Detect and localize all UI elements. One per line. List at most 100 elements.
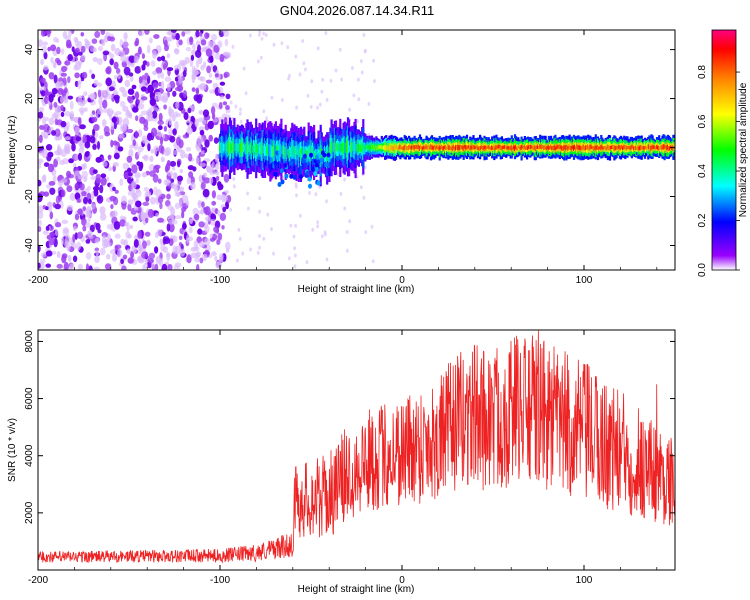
heatmap-cell: [38, 134, 43, 144]
heatmap-cell: [193, 94, 200, 102]
colorbar-tick-label: 0.6: [697, 114, 708, 128]
heatmap-cell: [257, 59, 260, 64]
heatmap-cell: [157, 72, 161, 79]
heatmap-cell: [127, 96, 134, 104]
heatmap-cell: [316, 46, 320, 51]
heatmap-cell: [211, 190, 216, 199]
heatmap-cell: [113, 221, 121, 230]
heatmap-cell: [66, 39, 72, 47]
heatmap-cell: [108, 86, 115, 92]
heatmap-cell: [292, 174, 297, 180]
heatmap-cell: [158, 112, 163, 122]
heatmap-cell: [60, 120, 67, 128]
heatmap-cell: [41, 175, 47, 183]
heatmap-cell: [93, 189, 99, 197]
heatmap-cell: [114, 96, 120, 104]
heatmap-cell: [111, 117, 117, 123]
heatmap-cell: [154, 246, 159, 254]
heatmap-cell: [367, 101, 371, 106]
heatmap-cell: [127, 190, 132, 196]
heatmap-cell: [93, 266, 101, 270]
heatmap-cell: [592, 146, 595, 151]
heatmap-cell: [166, 193, 171, 200]
heatmap-cell: [199, 257, 204, 264]
heatmap-cell: [80, 45, 86, 53]
heatmap-cell: [134, 234, 139, 241]
heatmap-cell: [87, 217, 91, 223]
heatmap-cell: [90, 203, 96, 210]
heatmap-cell: [81, 191, 87, 197]
heatmap-cell: [340, 77, 344, 82]
heatmap-cell: [58, 81, 64, 88]
heatmap-cell: [163, 237, 171, 245]
heatmap-cell: [144, 30, 150, 35]
heatmap-cell: [92, 56, 98, 63]
heatmap-cell: [117, 146, 124, 152]
heatmap-cell: [141, 251, 148, 259]
heatmap-cell: [157, 196, 164, 204]
y-tick-label: 2000: [24, 501, 35, 524]
heatmap-cell: [88, 234, 94, 240]
heatmap-cell: [88, 198, 92, 205]
snr-frame: [37, 329, 676, 571]
heatmap-cell: [241, 251, 245, 256]
heatmap-cell: [186, 177, 192, 185]
heatmap-cell: [200, 207, 205, 215]
heatmap-cell: [370, 224, 374, 229]
y-tick-label: -40: [24, 238, 35, 253]
heatmap-cell: [156, 229, 163, 237]
heatmap-cell: [178, 75, 183, 84]
heatmap-cell: [78, 51, 83, 56]
heatmap-cell: [132, 192, 137, 201]
heatmap-cell: [316, 220, 319, 225]
heatmap-cell: [174, 185, 179, 194]
heatmap-cell: [38, 39, 44, 47]
heatmap-cell: [166, 30, 174, 36]
heatmap-cell: [207, 40, 214, 49]
heatmap-cell: [93, 124, 100, 131]
heatmap-cell: [313, 171, 318, 177]
heatmap-cell: [138, 76, 143, 84]
y-tick-label: 8000: [24, 330, 35, 353]
heatmap-cell: [131, 84, 137, 90]
heatmap-cell: [599, 146, 602, 150]
heatmap-cell: [74, 72, 80, 79]
heatmap-cell: [108, 166, 112, 172]
heatmap-cell: [225, 105, 230, 110]
heatmap-cell: [167, 204, 173, 211]
heatmap-cell: [96, 82, 102, 87]
heatmap-cell: [209, 164, 214, 171]
heatmap-cell: [273, 171, 278, 177]
y-tick-label: -20: [24, 189, 35, 204]
heatmap-cell: [113, 61, 119, 70]
heatmap-cell: [206, 65, 212, 74]
heatmap-cell: [45, 263, 51, 268]
heatmap-cell: [232, 176, 236, 181]
heatmap-cell: [83, 91, 88, 96]
heatmap-cell: [74, 126, 80, 136]
heatmap-cell: [223, 195, 228, 202]
heatmap-cell: [102, 161, 108, 168]
heatmap-cell: [98, 135, 104, 140]
heatmap-cell: [204, 237, 211, 246]
heatmap-cell: [153, 34, 160, 39]
heatmap-cell: [209, 233, 214, 239]
heatmap-cell: [147, 132, 153, 141]
heatmap-cell: [181, 206, 187, 212]
heatmap-cell: [63, 98, 69, 104]
heatmap-cell: [533, 144, 536, 150]
heatmap-cell: [157, 178, 162, 184]
heatmap-cell: [95, 222, 101, 231]
heatmap-cell: [60, 111, 65, 117]
heatmap-cell: [130, 102, 134, 109]
heatmap-cell: [40, 90, 46, 97]
x-tick-label: 100: [576, 575, 593, 586]
heatmap-cell: [38, 219, 42, 226]
heatmap-cell: [164, 165, 169, 173]
heatmap-cell: [38, 193, 43, 203]
heatmap-cell: [64, 145, 69, 152]
heatmap-cell: [153, 149, 157, 156]
heatmap-cell: [69, 100, 74, 110]
heatmap-cell: [244, 144, 247, 151]
heatmap-cell: [38, 111, 44, 119]
